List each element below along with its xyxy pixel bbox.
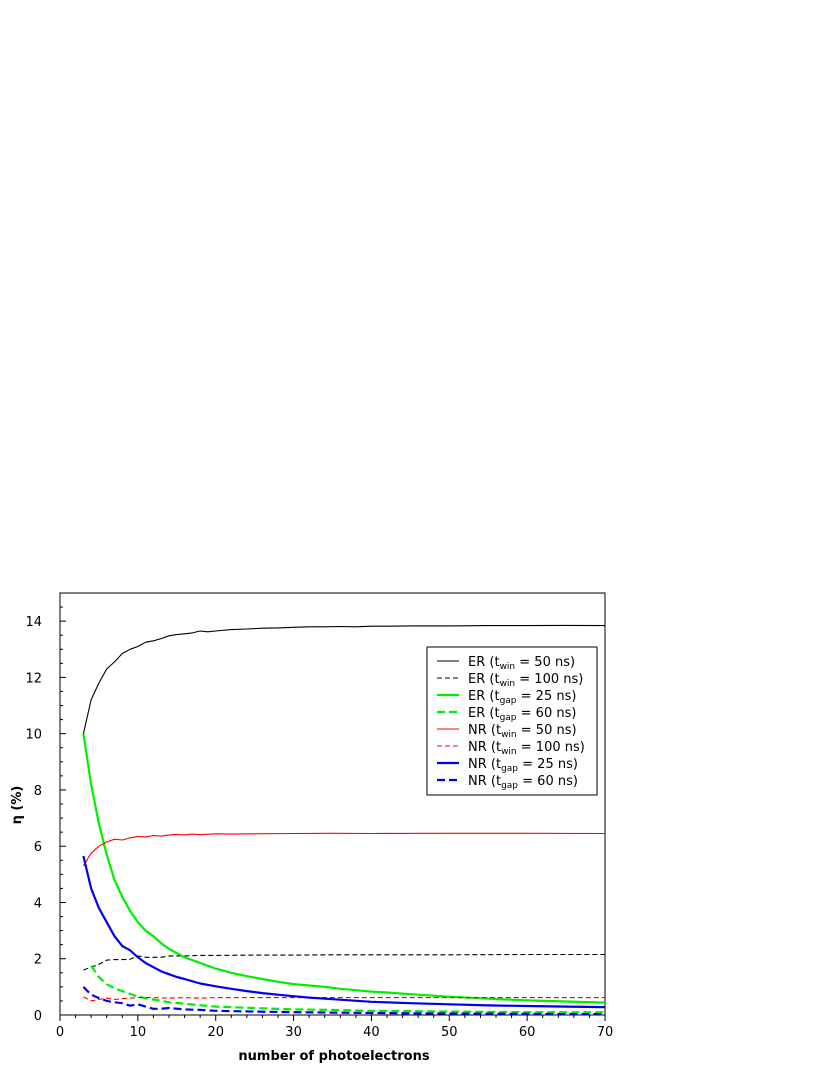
y-axis-title: η (%) xyxy=(10,786,25,825)
x-tick-label: 60 xyxy=(519,1025,536,1040)
x-tick-label: 10 xyxy=(130,1025,147,1040)
series-line-1 xyxy=(82,624,606,734)
series-line-7 xyxy=(82,855,606,1009)
y-tick-label: 6 xyxy=(34,840,42,855)
series-layer xyxy=(82,624,606,1016)
axes-layer: 0 10 20 30 40 50 60 70 0 2 4 6 8 10 12 14 xyxy=(25,592,614,1040)
x-tick-label: 0 xyxy=(56,1025,64,1040)
y-tick-label: 0 xyxy=(34,1009,42,1024)
legend-box xyxy=(426,646,598,796)
y-tick-label: 8 xyxy=(34,784,42,799)
series-line-8 xyxy=(82,986,606,1016)
x-tick-label: 70 xyxy=(597,1025,614,1040)
legend-entry: NR (twin = 50 ns) xyxy=(468,723,577,740)
x-tick-label: 30 xyxy=(285,1025,302,1040)
y-tick-label: 14 xyxy=(25,615,42,630)
y-tick-label: 12 xyxy=(25,671,42,686)
series-line-2 xyxy=(83,953,605,971)
series-line-3 xyxy=(82,733,606,1004)
x-tick-label: 50 xyxy=(441,1025,458,1040)
legend-entry: NR (tgap = 60 ns) xyxy=(468,774,578,791)
y-tick-label: 10 xyxy=(25,728,42,743)
legend-entry: ER (tgap = 25 ns) xyxy=(468,689,576,706)
legend-entry: ER (twin = 100 ns) xyxy=(468,672,583,689)
series-line-5 xyxy=(82,832,606,867)
legend-entry: NR (tgap = 25 ns) xyxy=(468,757,578,774)
legend: ER (twin = 50 ns)ER (twin = 100 ns)ER (t… xyxy=(426,646,598,796)
legend-entry: ER (tgap = 60 ns) xyxy=(468,706,576,723)
legend-entry: ER (twin = 50 ns) xyxy=(468,655,575,672)
x-tick-label: 40 xyxy=(363,1025,380,1040)
y-tick-label: 2 xyxy=(34,953,42,968)
x-tick-label: 20 xyxy=(207,1025,224,1040)
x-axis-title: number of photoelectrons xyxy=(238,1049,429,1064)
legend-entry: NR (twin = 100 ns) xyxy=(468,740,585,757)
y-tick-label: 4 xyxy=(34,896,42,911)
series-line-4 xyxy=(90,965,605,1014)
series-line-6 xyxy=(83,996,605,1002)
